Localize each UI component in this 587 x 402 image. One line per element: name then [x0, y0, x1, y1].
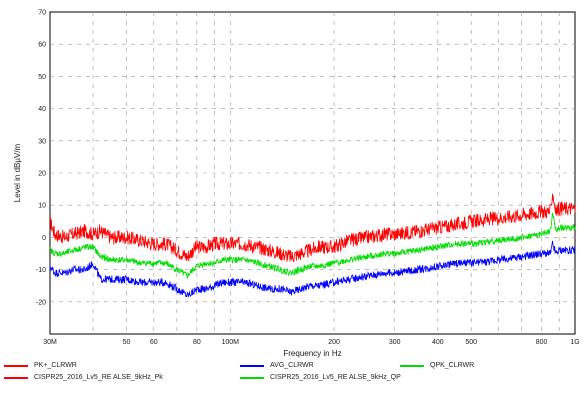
y-tick-label: 30	[38, 138, 46, 145]
x-tick-label: 300	[389, 339, 401, 346]
y-axis-label: Level in dBµV/m	[13, 143, 22, 202]
series-line-avg-clrwr	[49, 240, 576, 298]
grid-layer	[50, 12, 575, 334]
series-line-qpk-clrwr	[49, 212, 576, 279]
y-tick-label: 0	[42, 235, 46, 242]
x-tick-label: 800	[536, 339, 548, 346]
x-axis-label: Frequency in Hz	[283, 349, 341, 358]
y-tick-label: -10	[36, 267, 46, 274]
series-line-pk-clrwr	[49, 193, 576, 263]
y-tick-label: 50	[38, 74, 46, 81]
x-tick-label: 500	[465, 339, 477, 346]
x-tick-label: 100M	[222, 339, 240, 346]
series-layer	[49, 193, 576, 298]
x-tick-label: 200	[328, 339, 340, 346]
y-tick-label: -20	[36, 299, 46, 306]
y-tick-label: 20	[38, 171, 46, 178]
x-tick-label: 1G	[570, 339, 579, 346]
x-tick-label: 60	[150, 339, 158, 346]
x-tick-label: 30M	[43, 339, 57, 346]
y-tick-label: 70	[38, 10, 46, 17]
tick-layer: -20 -10 0 10 20 30 40 50 60 70 30M 50 60 80 100M 200 300…	[36, 10, 580, 347]
y-tick-label: 40	[38, 106, 46, 113]
x-tick-label: 400	[432, 339, 444, 346]
y-tick-label: 60	[38, 42, 46, 49]
x-tick-label: 80	[193, 339, 201, 346]
y-tick-label: 10	[38, 203, 46, 210]
x-tick-label: 50	[123, 339, 131, 346]
